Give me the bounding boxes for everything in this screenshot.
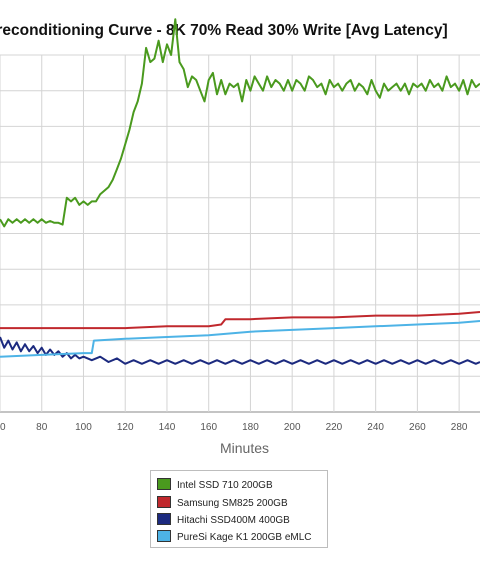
legend-swatch-samsung xyxy=(157,496,171,508)
x-tick-label: 120 xyxy=(117,422,134,433)
legend-label-intel: Intel SSD 710 200GB xyxy=(177,480,273,491)
series-lines xyxy=(0,18,480,365)
x-tick-label: 60 xyxy=(0,422,6,433)
x-tick-label: 220 xyxy=(326,422,343,433)
legend-swatch-hitachi xyxy=(157,513,171,525)
x-tick-label: 80 xyxy=(36,422,48,433)
legend: Intel SSD 710 200GB Samsung SM825 200GB … xyxy=(150,470,328,548)
x-tick-label: 200 xyxy=(284,422,301,433)
legend-label-puresi: PureSi Kage K1 200GB eMLC xyxy=(177,532,312,543)
x-tick-label: 160 xyxy=(200,422,217,433)
x-tick-label: 280 xyxy=(451,422,468,433)
x-axis-label: Minutes xyxy=(220,440,270,456)
x-tick-label: 260 xyxy=(409,422,426,433)
x-tick-label: 240 xyxy=(367,422,384,433)
legend-item-samsung: Samsung SM825 200GB xyxy=(157,496,288,510)
x-tick-label: 140 xyxy=(159,422,176,433)
x-axis: 60 80 100 120 140 160 180 200 220 240 260 280 xyxy=(0,422,468,433)
legend-label-hitachi: Hitachi SSD400M 400GB xyxy=(177,515,290,526)
legend-item-puresi: PureSi Kage K1 200GB eMLC xyxy=(157,530,312,544)
legend-item-intel: Intel SSD 710 200GB xyxy=(157,478,273,492)
series-line-4 xyxy=(0,320,480,358)
x-tick-label: 100 xyxy=(75,422,92,433)
legend-swatch-intel xyxy=(157,478,171,490)
series-line-2 xyxy=(0,311,480,330)
series-line-3 xyxy=(0,336,480,365)
series-line-1 xyxy=(0,18,480,228)
x-tick-label: 180 xyxy=(242,422,259,433)
legend-swatch-puresi xyxy=(157,530,171,542)
legend-item-hitachi: Hitachi SSD400M 400GB xyxy=(157,513,290,527)
legend-label-samsung: Samsung SM825 200GB xyxy=(177,498,288,509)
chart-title: Preconditioning Curve - 8K 70% Read 30% … xyxy=(0,22,448,39)
